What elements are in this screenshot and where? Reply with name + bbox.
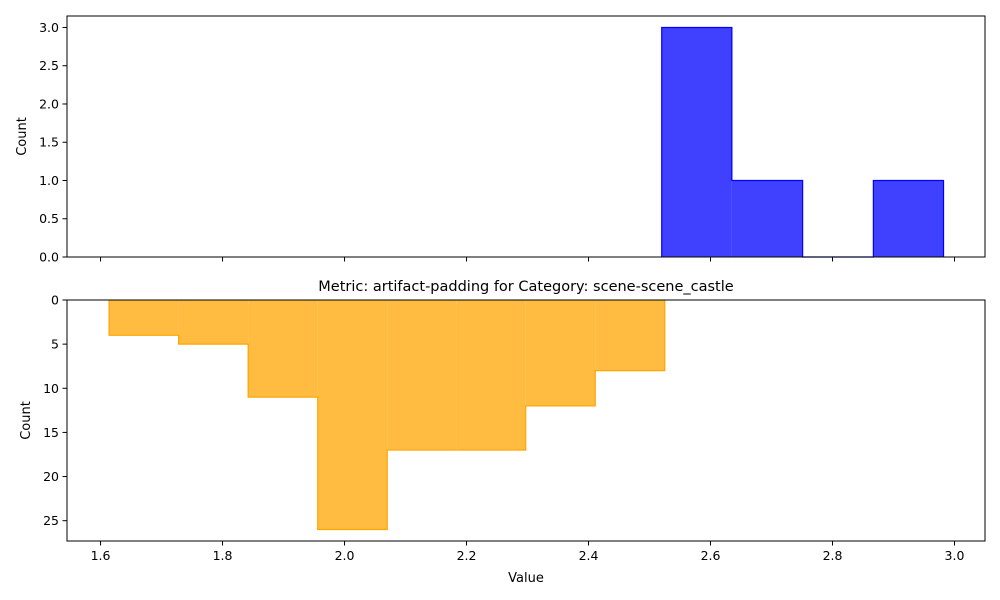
top-ytick-label: 1.5 xyxy=(39,135,59,150)
bottom-ytick-label: 5 xyxy=(51,337,59,352)
top-bar xyxy=(661,27,732,257)
bottom-xtick-label: 2.8 xyxy=(823,548,843,563)
bottom-xlabel: Value xyxy=(508,571,544,586)
bottom-bar xyxy=(456,300,526,451)
bottom-ytick-label: 25 xyxy=(43,513,59,528)
bottom-xtick-label: 3.0 xyxy=(945,548,965,563)
bottom-xtick-label: 2.4 xyxy=(579,548,599,563)
top-histogram-bars xyxy=(661,26,945,258)
bottom-xtick-label: 2.6 xyxy=(701,548,721,563)
top-bar xyxy=(873,180,944,257)
bottom-xtick-label: 1.6 xyxy=(91,548,111,563)
bottom-xtick-label: 2.0 xyxy=(335,548,355,563)
bottom-xtick-label: 2.2 xyxy=(457,548,477,563)
bottom-histogram-bars xyxy=(108,300,666,531)
top-ytick-label: 2.0 xyxy=(39,96,59,111)
top-ytick-label: 2.5 xyxy=(39,58,59,73)
top-bar xyxy=(731,180,803,257)
bottom-panel: Metric: artifact-padding for Category: s… xyxy=(19,279,986,586)
bottom-ytick-label: 20 xyxy=(43,469,59,484)
top-ytick-label: 0.5 xyxy=(39,211,59,226)
bottom-bar xyxy=(525,300,596,406)
top-plot-frame xyxy=(66,15,986,258)
bottom-xtick-label: 1.8 xyxy=(213,548,233,563)
bottom-bar xyxy=(387,300,457,451)
bottom-histogram-outline xyxy=(108,300,666,531)
bottom-ytick-label: 10 xyxy=(43,381,59,396)
bottom-panel-title: Metric: artifact-padding for Category: s… xyxy=(318,279,733,295)
top-panel: 0.0 0.5 1.0 1.5 2.0 2.5 3.0 Count xyxy=(15,15,986,265)
top-histogram-outline xyxy=(661,26,945,258)
top-ytick-label: 3.0 xyxy=(39,20,59,35)
top-ytick-label: 0.0 xyxy=(39,250,59,265)
bottom-bar xyxy=(595,300,665,371)
bottom-ytick-label: 15 xyxy=(43,425,59,440)
top-axis-ticks: 0.0 0.5 1.0 1.5 2.0 2.5 3.0 xyxy=(39,20,956,265)
bottom-bar xyxy=(109,300,179,336)
bottom-bar xyxy=(248,300,318,398)
top-ylabel: Count xyxy=(15,117,30,156)
bottom-ylabel: Count xyxy=(19,401,34,440)
bottom-ytick-label: 0 xyxy=(51,293,59,308)
bottom-bar xyxy=(178,300,249,345)
top-ytick-label: 1.0 xyxy=(39,173,59,188)
bottom-plot-frame xyxy=(66,299,986,542)
bottom-axis-ticks: 1.6 1.8 2.0 2.2 2.4 2.6 2.8 3.0 0 5 10 15 20 25 xyxy=(43,293,964,564)
bottom-bar xyxy=(317,300,388,530)
